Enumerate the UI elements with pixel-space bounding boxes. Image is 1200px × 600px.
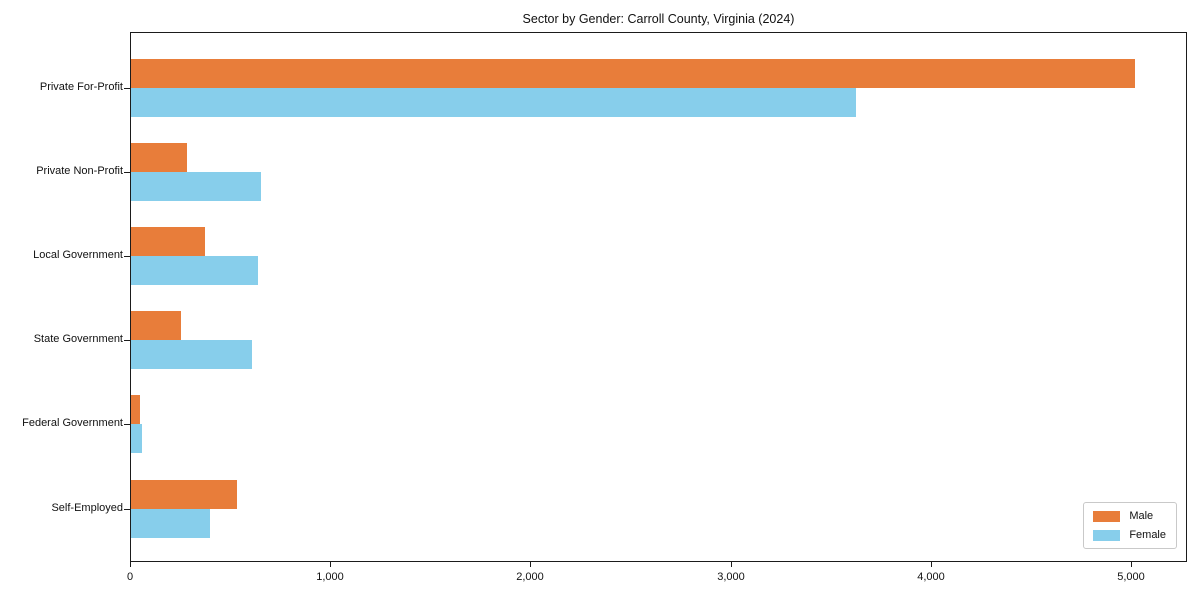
legend: Male Female [1083,502,1177,549]
bar-male-private-for-profit [131,58,1135,88]
x-tick-label-1000: 1,000 [316,571,344,583]
bar-male-self-employed [131,479,237,509]
x-tick-mark [330,561,331,567]
bar-female-federal-government [131,424,142,454]
x-tick-label-5000: 5,000 [1117,571,1145,583]
x-tick-mark [931,561,932,567]
legend-entry-male: Male [1093,510,1166,522]
x-tick-mark [731,561,732,567]
y-tick-mark [124,255,130,257]
x-tick-label-2000: 2,000 [516,571,544,583]
bar-male-state-government [131,311,181,341]
legend-entry-female: Female [1093,529,1166,541]
y-tick-mark [124,340,130,342]
y-tick-mark [124,424,130,426]
x-tick-mark [530,561,531,567]
y-tick-mark [124,508,130,510]
y-tick-label-local-government: Local Government [33,248,123,261]
y-tick-label-federal-government: Federal Government [22,417,123,430]
y-tick-mark [124,87,130,89]
legend-swatch-female [1093,529,1121,541]
y-tick-label-self-employed: Self-Employed [51,501,123,514]
x-tick-label-4000: 4,000 [917,571,945,583]
legend-label-male: Male [1129,510,1154,522]
legend-label-female: Female [1129,529,1166,541]
x-tick-mark [1131,561,1132,567]
legend-swatch-male [1093,510,1121,522]
bar-male-private-non-profit [131,142,187,172]
x-tick-label-0: 0 [126,571,134,583]
bar-female-private-for-profit [131,87,856,117]
bar-male-federal-government [131,395,140,425]
chart-title: Sector by Gender: Carroll County, Virgin… [522,12,795,26]
x-tick-label-3000: 3,000 [717,571,745,583]
bar-female-private-non-profit [131,171,261,201]
y-tick-label-state-government: State Government [33,333,123,346]
bar-female-self-employed [131,508,210,538]
y-tick-mark [124,171,130,173]
y-tick-label-private-for-profit: Private For-Profit [39,80,123,93]
bar-male-local-government [131,226,205,256]
x-tick-mark [130,561,131,567]
bar-female-state-government [131,340,252,370]
plot-area: Male Female [130,32,1187,562]
bar-female-local-government [131,255,258,285]
y-tick-label-private-non-profit: Private Non-Profit [36,164,123,177]
